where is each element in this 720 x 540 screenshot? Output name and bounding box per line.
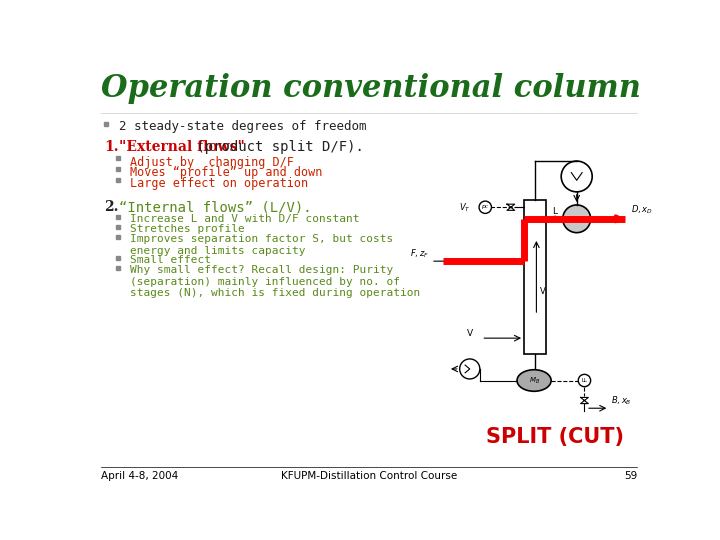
Text: 1.: 1.	[104, 140, 119, 154]
Text: SPLIT (CUT): SPLIT (CUT)	[486, 427, 624, 447]
Bar	[104, 122, 108, 126]
Text: $D, x_D$: $D, x_D$	[631, 204, 653, 217]
Text: Increase L and V with D/F constant: Increase L and V with D/F constant	[130, 214, 360, 224]
Circle shape	[578, 374, 590, 387]
Text: 2.: 2.	[104, 200, 119, 214]
Circle shape	[563, 205, 590, 233]
Text: LL: LL	[582, 378, 588, 383]
Text: 59: 59	[624, 471, 637, 481]
Text: KFUPM-Distillation Control Course: KFUPM-Distillation Control Course	[281, 471, 457, 481]
Text: "External flows": "External flows"	[120, 140, 246, 154]
Ellipse shape	[517, 370, 551, 392]
Text: Adjust by  changing D/F: Adjust by changing D/F	[130, 156, 294, 168]
Text: Improves separation factor S, but costs
energy and limits capacity: Improves separation factor S, but costs …	[130, 234, 394, 256]
Text: V: V	[539, 287, 545, 296]
Text: $p_C$: $p_C$	[481, 203, 490, 211]
Text: L: L	[552, 207, 557, 217]
Bar	[117, 215, 120, 219]
Text: Stretches profile: Stretches profile	[130, 224, 245, 234]
Text: $B, x_B$: $B, x_B$	[611, 394, 631, 407]
Text: “Internal flows” (L/V).: “Internal flows” (L/V).	[120, 200, 312, 214]
Circle shape	[459, 359, 480, 379]
Circle shape	[479, 201, 492, 213]
Text: Moves “profile” up and down: Moves “profile” up and down	[130, 166, 323, 179]
Bar	[117, 178, 120, 182]
Text: 2 steady-state degrees of freedom: 2 steady-state degrees of freedom	[120, 120, 367, 133]
Text: Why small effect? Recall design: Purity
(separation) mainly influenced by no. of: Why small effect? Recall design: Purity …	[130, 265, 420, 298]
Bar	[117, 157, 120, 160]
Text: $M_D$: $M_D$	[571, 215, 582, 225]
Text: April 4-8, 2004: April 4-8, 2004	[101, 471, 178, 481]
Bar	[117, 167, 120, 171]
Bar	[117, 256, 120, 260]
Text: $F, z_F$: $F, z_F$	[410, 247, 429, 260]
Text: (product split D/F).: (product split D/F).	[188, 140, 364, 154]
Text: Operation conventional column: Operation conventional column	[101, 72, 641, 104]
Text: $V_T$: $V_T$	[459, 201, 471, 213]
Text: V: V	[467, 329, 473, 338]
Bar	[117, 225, 120, 229]
Text: Large effect on operation: Large effect on operation	[130, 177, 308, 190]
Bar	[524, 200, 546, 354]
Text: $M_B$: $M_B$	[528, 375, 539, 386]
Circle shape	[561, 161, 593, 192]
Bar	[117, 266, 120, 269]
Bar	[117, 235, 120, 239]
Text: Small effect: Small effect	[130, 255, 211, 265]
